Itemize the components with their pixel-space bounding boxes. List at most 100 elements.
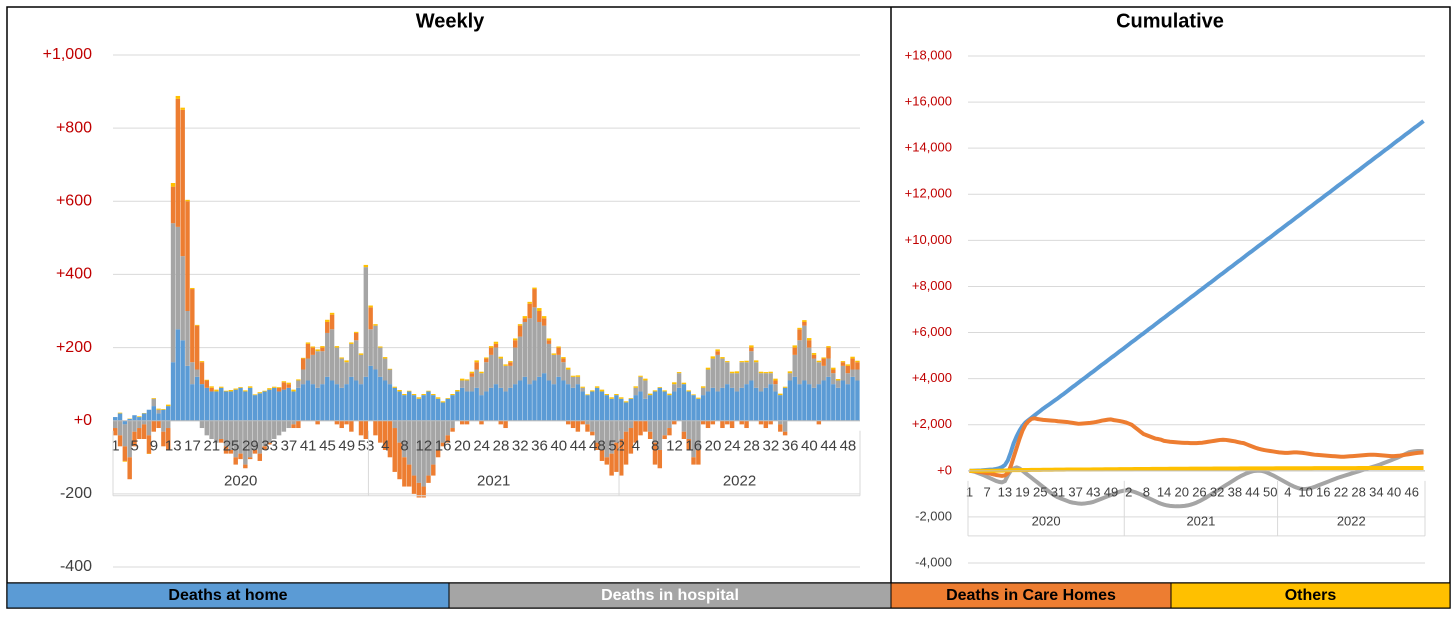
bar [238, 453, 243, 460]
bar [594, 387, 600, 421]
bar [219, 387, 224, 421]
bar [628, 420, 634, 429]
x-tick-label: 31 [1051, 484, 1065, 499]
bar [464, 380, 470, 392]
bar [840, 362, 846, 366]
bar [821, 358, 826, 366]
bar [488, 347, 494, 355]
bar [464, 420, 470, 425]
x-tick-label: 4 [1284, 484, 1291, 499]
bar [416, 482, 422, 498]
x-tick-label: 53 [358, 438, 375, 455]
bar [180, 340, 185, 421]
bar [782, 431, 788, 436]
bar [575, 376, 581, 385]
bar [580, 386, 585, 388]
bar [325, 332, 330, 377]
bar [488, 346, 494, 348]
bar [753, 360, 759, 363]
x-tick-label: 17 [184, 438, 201, 455]
bar [850, 369, 855, 377]
bar [238, 387, 243, 388]
x-tick-label: 29 [242, 438, 259, 455]
bar [657, 420, 663, 450]
x-tick-label: 52 [608, 438, 625, 455]
bar [406, 390, 412, 392]
bar [469, 376, 475, 392]
bar [537, 311, 542, 322]
bar [739, 362, 744, 388]
bar [816, 360, 822, 363]
bar [628, 428, 634, 454]
bar [826, 346, 831, 348]
bar [749, 351, 754, 381]
bar [180, 109, 185, 257]
bar [604, 457, 610, 465]
bar [281, 381, 287, 383]
bar [831, 367, 836, 370]
bar [175, 95, 181, 99]
bar [537, 321, 542, 377]
x-tick-label: 36 [782, 438, 799, 455]
x-tick-label: 12 [416, 438, 433, 455]
y-tick-label: -200 [60, 485, 92, 502]
bar [397, 442, 402, 480]
bar [180, 256, 185, 341]
x-tick-label: 20 [705, 438, 722, 455]
bar [508, 387, 513, 421]
bar [787, 371, 793, 374]
bar [276, 387, 282, 392]
bar [349, 343, 354, 377]
bar [773, 384, 778, 392]
bar [190, 384, 195, 421]
bar [117, 435, 123, 447]
bar [715, 351, 720, 355]
bar [710, 358, 716, 388]
bar [185, 365, 190, 421]
chart-title: Cumulative [1116, 10, 1224, 32]
bar [623, 401, 629, 403]
bar [672, 384, 677, 392]
bar [633, 395, 638, 421]
bar [233, 388, 238, 390]
bar [228, 420, 234, 450]
bar [373, 325, 378, 370]
bar [686, 439, 691, 450]
bar [633, 420, 638, 443]
bar [305, 342, 311, 344]
bar [382, 358, 388, 381]
x-tick-label: 20 [454, 438, 471, 455]
bar [585, 395, 590, 421]
bar [778, 393, 783, 396]
y-tick-label: +200 [56, 339, 92, 356]
bar [676, 387, 682, 421]
x-tick-label: 25 [223, 438, 240, 455]
x-tick-label: 22 [1334, 484, 1348, 499]
legend-swatch [6, 582, 450, 609]
bar [667, 428, 672, 436]
x-tick-label: 43 [1086, 484, 1100, 499]
bar [310, 346, 316, 348]
bar [508, 362, 513, 366]
bar [421, 394, 426, 396]
bar [527, 301, 532, 304]
bar [628, 398, 634, 421]
x-tick-label: 46 [1404, 484, 1418, 499]
bar [527, 303, 532, 319]
bar [257, 392, 263, 394]
line-series [969, 449, 1424, 509]
bar [705, 420, 711, 429]
bar [161, 420, 166, 432]
bar [247, 386, 253, 388]
bar [368, 305, 373, 308]
bar [132, 431, 137, 447]
bar [291, 389, 296, 392]
bar [556, 346, 561, 348]
bar [662, 391, 667, 421]
x-tick-label: 9 [150, 438, 158, 455]
y-tick-label: +2,000 [912, 416, 952, 431]
bar [802, 320, 807, 322]
bar [749, 345, 754, 348]
bar [320, 384, 325, 421]
